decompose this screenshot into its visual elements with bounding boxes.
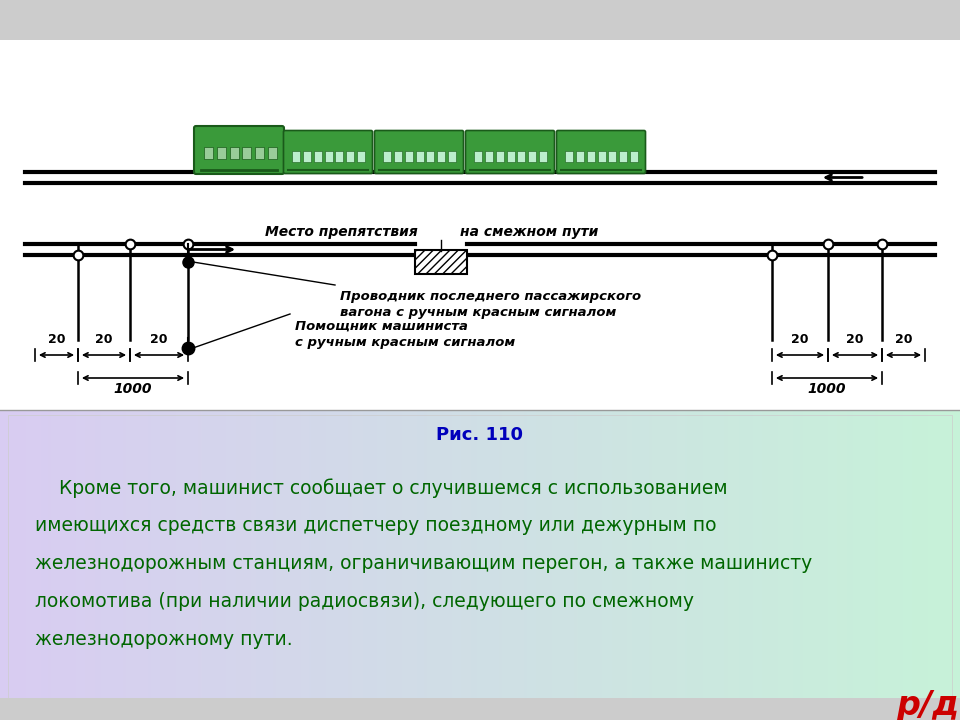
Bar <box>292 151 300 162</box>
Text: вагона с ручным красным сигналом: вагона с ручным красным сигналом <box>340 306 616 319</box>
Bar <box>437 151 445 162</box>
Text: 20: 20 <box>895 333 912 346</box>
Bar <box>609 151 616 162</box>
Bar <box>324 151 332 162</box>
Bar <box>495 151 504 162</box>
Bar <box>539 151 547 162</box>
Text: 1000: 1000 <box>807 382 847 396</box>
Bar <box>0 0 960 410</box>
Bar <box>204 147 213 159</box>
FancyBboxPatch shape <box>466 130 555 174</box>
Text: с ручным красным сигналом: с ручным красным сигналом <box>295 336 516 349</box>
Bar <box>474 151 482 162</box>
Text: Рис. 110: Рис. 110 <box>437 426 523 444</box>
Text: железнодорожным станциям, ограничивающим перегон, а также машинисту: железнодорожным станциям, ограничивающим… <box>35 554 812 573</box>
FancyBboxPatch shape <box>374 130 464 174</box>
Bar <box>394 151 402 162</box>
FancyBboxPatch shape <box>557 130 645 174</box>
Bar <box>314 151 322 162</box>
Text: 20: 20 <box>95 333 112 346</box>
Bar <box>619 151 627 162</box>
Bar <box>426 151 434 162</box>
Bar <box>517 151 525 162</box>
Text: 20: 20 <box>48 333 65 346</box>
Bar <box>597 151 606 162</box>
Bar <box>242 147 252 159</box>
Bar <box>0 0 960 40</box>
FancyBboxPatch shape <box>283 130 372 174</box>
Text: локомотива (при наличии радиосвязи), следующего по смежному: локомотива (при наличии радиосвязи), сле… <box>35 592 694 611</box>
Text: 20: 20 <box>151 333 168 346</box>
Bar <box>302 151 311 162</box>
Text: 20: 20 <box>791 333 808 346</box>
Bar <box>383 151 391 162</box>
Bar <box>576 151 584 162</box>
Bar <box>217 147 226 159</box>
Text: железнодорожному пути.: железнодорожному пути. <box>35 630 293 649</box>
Bar <box>405 151 413 162</box>
Text: на смежном пути: на смежном пути <box>460 225 598 239</box>
Bar <box>485 151 492 162</box>
Bar <box>335 151 344 162</box>
Text: 1000: 1000 <box>113 382 153 396</box>
Bar <box>415 250 467 274</box>
Bar <box>268 147 277 159</box>
Bar <box>347 151 354 162</box>
Bar <box>0 698 960 720</box>
Bar <box>8 415 952 715</box>
Bar <box>229 147 239 159</box>
Text: Помощник машиниста: Помощник машиниста <box>295 320 468 333</box>
Text: Проводник последнего пассажирского: Проводник последнего пассажирского <box>340 290 641 303</box>
Bar <box>630 151 638 162</box>
Bar <box>255 147 264 159</box>
Bar <box>528 151 537 162</box>
Text: р/д: р/д <box>897 690 960 720</box>
Bar <box>507 151 515 162</box>
Bar <box>565 151 573 162</box>
Text: Кроме того, машинист сообщает о случившемся с использованием: Кроме того, машинист сообщает о случивше… <box>35 478 728 498</box>
Bar <box>416 151 423 162</box>
Bar <box>448 151 456 162</box>
Text: имеющихся средств связи диспетчеру поездному или дежурным по: имеющихся средств связи диспетчеру поезд… <box>35 516 716 535</box>
FancyBboxPatch shape <box>194 126 284 174</box>
Bar <box>357 151 365 162</box>
Text: Место препятствия: Место препятствия <box>265 225 418 239</box>
Text: 20: 20 <box>847 333 864 346</box>
Bar <box>587 151 594 162</box>
